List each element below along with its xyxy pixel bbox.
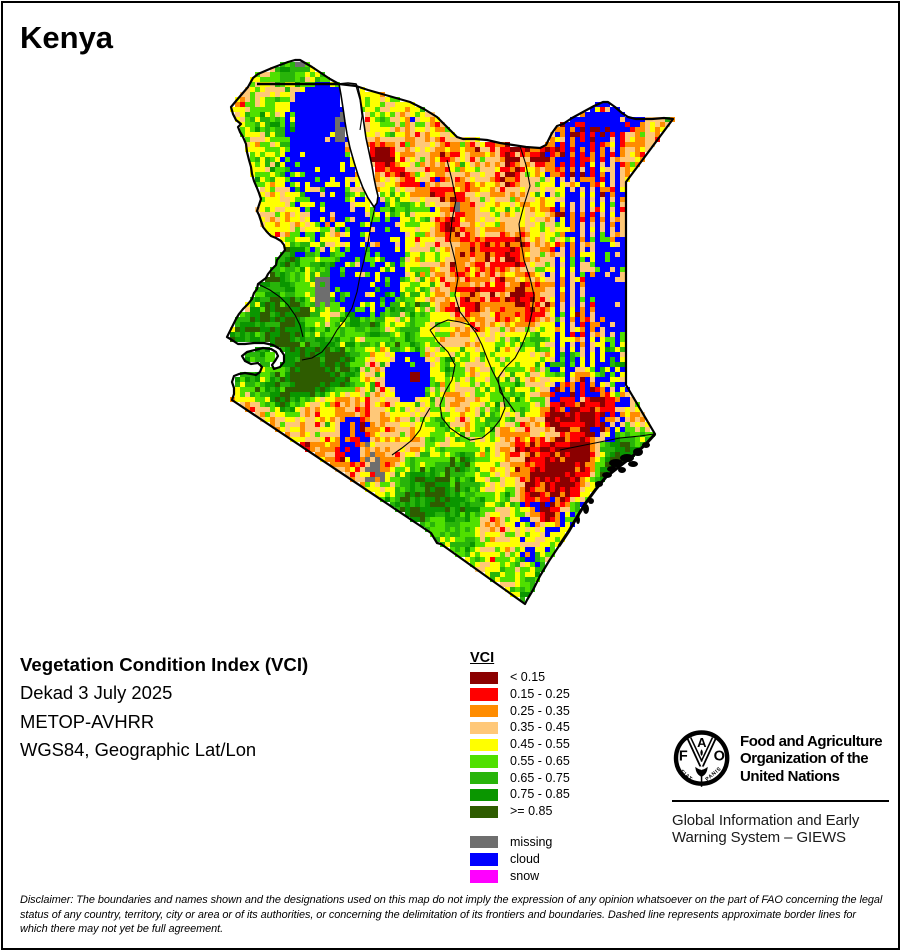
svg-text:O: O xyxy=(714,749,725,765)
svg-text:F: F xyxy=(679,749,688,765)
svg-text:A: A xyxy=(697,735,707,750)
